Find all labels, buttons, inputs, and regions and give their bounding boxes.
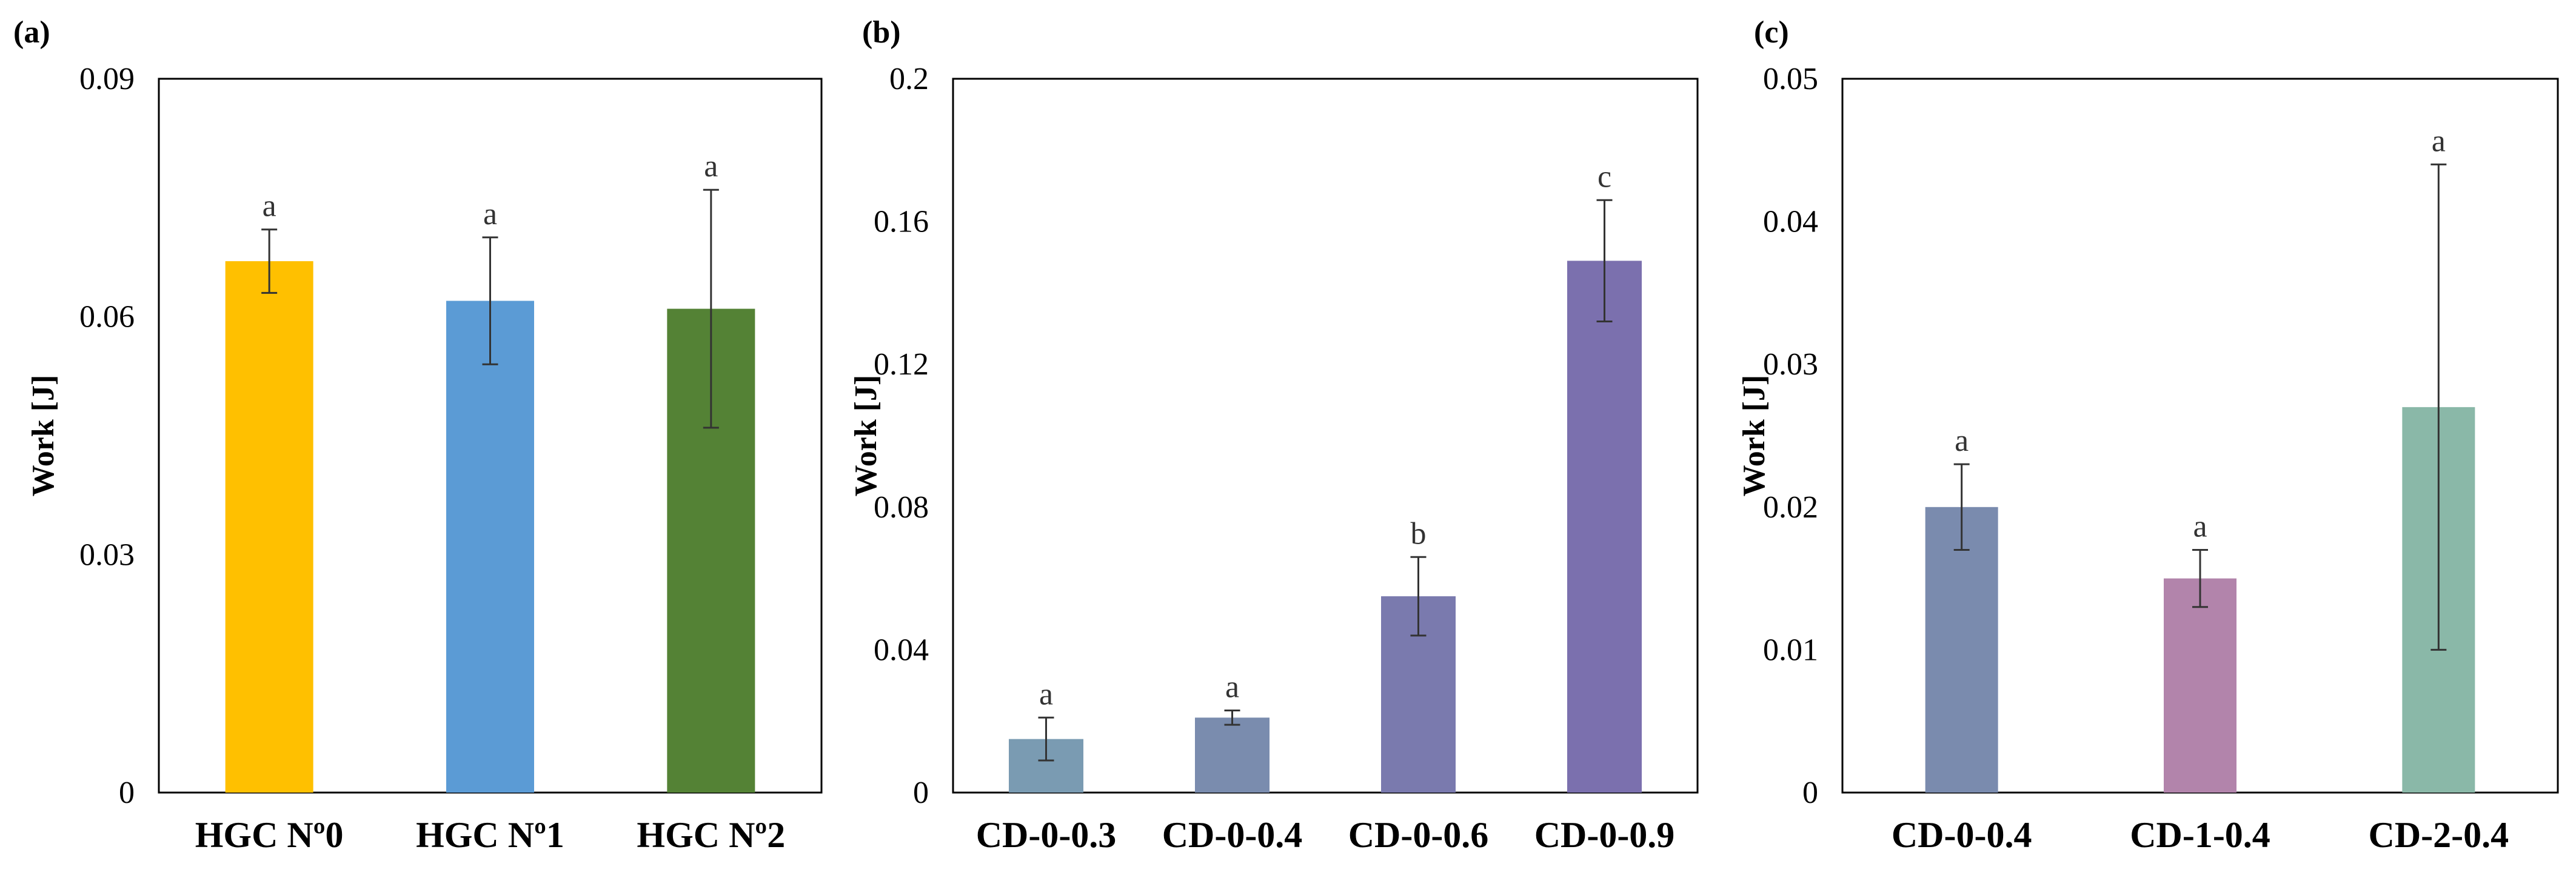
y-axis-title: Work [J]	[26, 375, 61, 497]
significance-label: a	[1955, 424, 1969, 458]
y-tick-label: 0.03	[79, 537, 135, 572]
x-category-label: HGC Nº1	[416, 815, 564, 855]
x-category-label: CD-0-0.3	[976, 815, 1117, 855]
y-tick-label: 0.09	[79, 62, 135, 96]
chart-panel-1: (a) 0 0.03 0.06 0.09 Work [J] a HGC Nº0 a HGC Nº1…	[13, 15, 823, 855]
significance-label: a	[1225, 670, 1239, 705]
y-tick-label: 0.01	[1763, 633, 1818, 667]
y-tick-label: 0.03	[1763, 347, 1818, 382]
chart-panel-2: (b) 0 0.04 0.08 0.12 0.16 0.2 Work [J] a CD-0-0.3…	[849, 15, 1699, 855]
panel-label: (b)	[862, 15, 901, 50]
y-tick-label: 0.12	[874, 347, 929, 382]
x-category-label: CD-0-0.4	[1892, 815, 2032, 855]
significance-label: c	[1597, 159, 1611, 194]
significance-label: a	[483, 197, 497, 231]
y-tick-label: 0	[1802, 776, 1818, 810]
significance-label: a	[2193, 509, 2207, 544]
x-category-label: CD-0-0.6	[1348, 815, 1489, 855]
bar	[225, 261, 313, 793]
panel-label: (a)	[13, 15, 50, 50]
bar	[1925, 507, 1998, 793]
y-axis-title: Work [J]	[1737, 375, 1771, 497]
y-tick-label: 0.04	[874, 633, 929, 667]
y-tick-label: 0.06	[79, 300, 135, 334]
y-axis-title: Work [J]	[849, 375, 883, 497]
y-tick-label: 0.16	[874, 205, 929, 239]
x-category-label: CD-2-0.4	[2369, 815, 2509, 855]
bar	[1195, 717, 1270, 793]
x-category-label: HGC Nº2	[637, 815, 785, 855]
y-tick-label: 0.2	[889, 62, 929, 96]
plot-frame	[952, 78, 1699, 794]
x-category-label: CD-1-0.4	[2130, 815, 2270, 855]
panel-label: (c)	[1754, 15, 1789, 50]
x-category-label: CD-0-0.9	[1534, 815, 1675, 855]
y-tick-label: 0.05	[1763, 62, 1818, 96]
y-tick-label: 0	[119, 776, 135, 810]
significance-label: a	[263, 189, 276, 224]
bar	[446, 301, 534, 793]
y-tick-label: 0.08	[874, 490, 929, 525]
significance-label: a	[2432, 124, 2446, 158]
bar	[2164, 578, 2236, 793]
significance-label: b	[1411, 516, 1427, 551]
y-tick-label: 0.02	[1763, 490, 1818, 525]
y-tick-label: 0	[913, 776, 929, 810]
x-category-label: HGC Nº0	[195, 815, 344, 855]
y-tick-label: 0.04	[1763, 205, 1818, 239]
significance-label: a	[704, 149, 718, 184]
x-category-label: CD-0-0.4	[1162, 815, 1303, 855]
chart-panel-3: (c) 0 0.01 0.02 0.03 0.04 0.05 Work [J] a CD-0-0.…	[1737, 15, 2559, 855]
bar	[1567, 261, 1642, 793]
significance-label: a	[1039, 677, 1053, 711]
